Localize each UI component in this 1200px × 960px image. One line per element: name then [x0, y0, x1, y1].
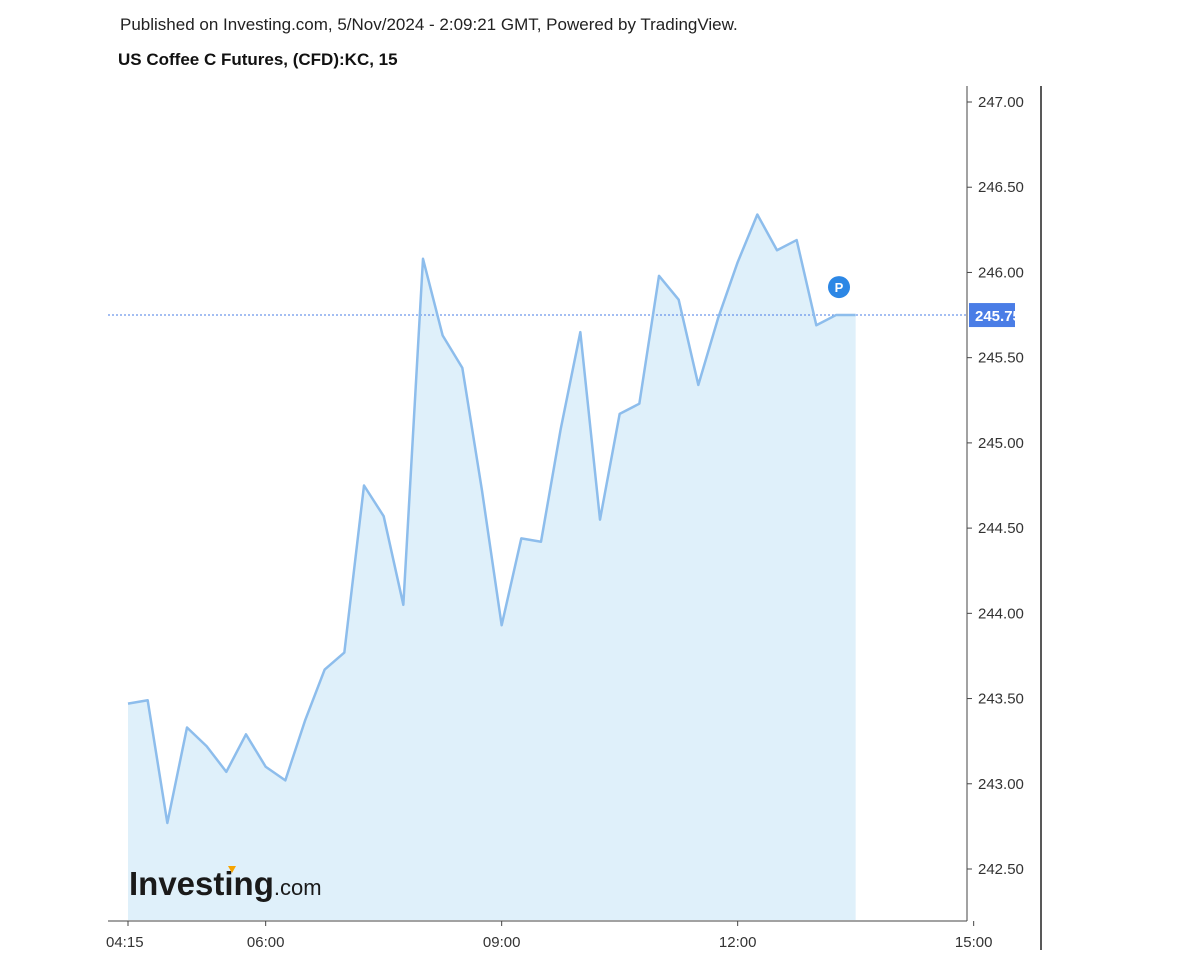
- y-tick-label: 247.00: [978, 94, 1024, 111]
- x-tick-label: 04:15: [106, 934, 144, 951]
- p-marker-label: P: [835, 280, 844, 295]
- logo-accent-icon: [228, 866, 236, 873]
- y-tick-label: 244.00: [978, 605, 1024, 622]
- y-tick-label: 246.00: [978, 264, 1024, 281]
- last-price-badge: [969, 303, 1015, 328]
- price-area-fill: [128, 214, 856, 920]
- y-tick-label: 243.50: [978, 691, 1024, 708]
- chart-title: US Coffee C Futures, (CFD):KC, 15: [118, 50, 398, 69]
- y-tick-label: 244.50: [978, 520, 1024, 537]
- y-tick-label: 246.50: [978, 179, 1024, 196]
- x-tick-label: 12:00: [719, 934, 757, 951]
- x-tick-label: 15:00: [955, 934, 993, 951]
- x-tick-label: 09:00: [483, 934, 521, 951]
- y-tick-label: 245.50: [978, 350, 1024, 367]
- y-tick-label: 243.00: [978, 776, 1024, 793]
- published-note: Published on Investing.com, 5/Nov/2024 -…: [120, 15, 738, 34]
- y-tick-label: 245.00: [978, 435, 1024, 452]
- y-tick-label: 242.50: [978, 861, 1024, 878]
- last-price-label: 245.75: [975, 308, 1021, 325]
- price-series-line: [127, 213, 856, 825]
- x-tick-label: 06:00: [247, 934, 285, 951]
- investing-logo: Investing.com: [129, 865, 322, 902]
- p-marker-icon[interactable]: [828, 276, 850, 299]
